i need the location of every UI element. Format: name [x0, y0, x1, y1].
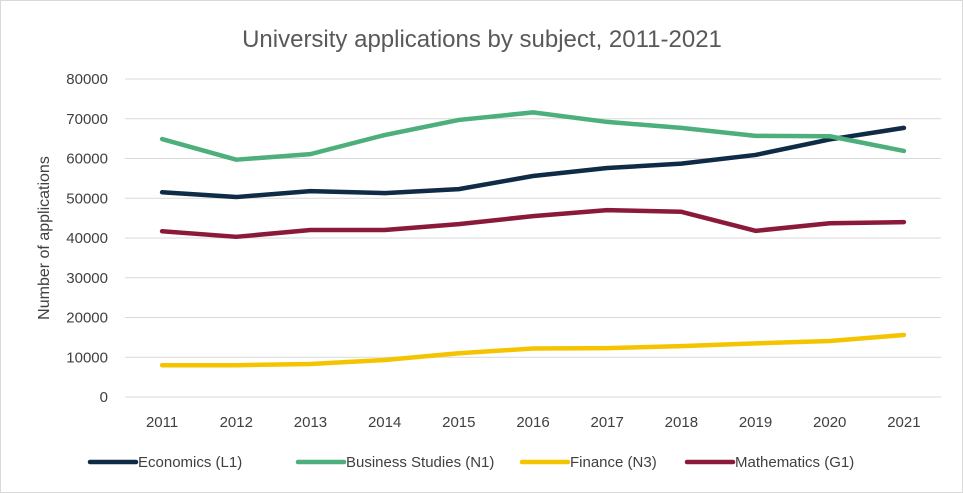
x-tick-label: 2021 — [887, 414, 920, 431]
legend-label: Economics (L1) — [138, 454, 242, 471]
series-line — [159, 125, 907, 200]
x-axis-tick-labels: 2011 2012 2013 2014 2015 2016 2017 2018 2019 2020… — [146, 414, 921, 431]
x-tick-label: 2014 — [368, 414, 401, 431]
y-axis-tick-labels: 0 10000 20000 30000 40000 50000 60000 70000 8000… — [66, 71, 108, 406]
x-tick-label: 2015 — [442, 414, 475, 431]
x-tick-label: 2020 — [813, 414, 846, 431]
y-tick-label: 50000 — [66, 190, 108, 207]
y-tick-label: 40000 — [66, 230, 108, 247]
series-line — [159, 207, 907, 240]
legend-label: Finance (N3) — [570, 454, 657, 471]
x-tick-label: 2016 — [516, 414, 549, 431]
y-tick-label: 0 — [100, 389, 108, 406]
y-tick-label: 20000 — [66, 310, 108, 327]
y-tick-label: 30000 — [66, 270, 108, 287]
legend-label: Business Studies (N1) — [346, 454, 494, 471]
x-tick-label: 2011 — [146, 414, 178, 431]
series-line — [159, 110, 907, 162]
y-axis-title: Number of applications — [36, 156, 53, 320]
legend-label: Mathematics (G1) — [735, 454, 854, 471]
series-line — [159, 332, 907, 368]
x-tick-label: 2017 — [590, 414, 623, 431]
x-tick-label: 2019 — [739, 414, 772, 431]
legend: Economics (L1) Business Studies (N1) Finan… — [87, 454, 854, 471]
y-tick-label: 80000 — [66, 71, 108, 88]
y-tick-label: 60000 — [66, 151, 108, 168]
x-tick-label: 2012 — [220, 414, 253, 431]
series-lines — [159, 110, 907, 368]
y-tick-label: 10000 — [66, 349, 108, 366]
y-tick-label: 70000 — [66, 111, 108, 128]
x-tick-label: 2018 — [665, 414, 698, 431]
x-tick-label: 2013 — [294, 414, 327, 431]
chart-title: University applications by subject, 2011… — [242, 26, 722, 53]
